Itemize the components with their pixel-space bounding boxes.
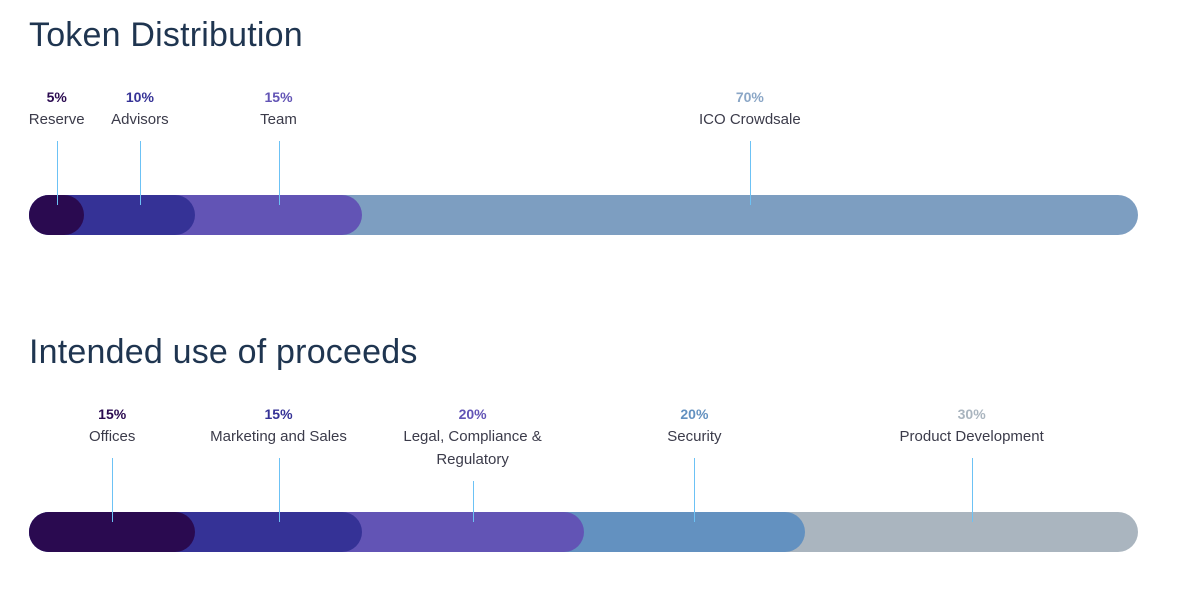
percent-label: 15% [98,406,127,422]
category-label: Reserve [28,111,85,128]
leader-line [112,458,113,522]
segment-label: 10% Advisors [55,89,225,131]
category-label: Marketing and Sales [210,428,347,445]
leader-line [694,458,695,522]
segment-label: 15% Marketing and Sales [194,406,364,448]
leader-line [57,141,58,205]
use-of-proceeds-title: Intended use of proceeds [29,333,418,371]
category-label: Security [667,428,722,445]
percent-label: 15% [264,89,293,105]
category-label: Team [260,111,297,128]
percent-label: 70% [735,89,764,105]
leader-line [140,141,141,205]
category-label: ICO Crowdsale [698,111,801,128]
segment-label: 20% Security [609,406,779,448]
category-label: Legal, Compliance & Regulatory [403,428,542,468]
segment-label: 20% Legal, Compliance & Regulatory [388,406,558,471]
segment-label: 15% Offices [27,406,197,448]
percent-label: 20% [458,406,487,422]
stacked-bar [29,512,1138,552]
leader-line [279,141,280,205]
bar-segment-1 [29,195,85,235]
percent-label: 10% [125,89,154,105]
category-label: Offices [88,428,136,445]
segment-label: 15% Team [194,89,364,131]
leader-line [750,141,751,205]
token-distribution-title: Token Distribution [29,16,303,54]
category-label: Product Development [899,428,1044,445]
leader-line [279,458,280,522]
segment-label: 5% Reserve [0,89,142,131]
leader-line [972,458,973,522]
percent-label: 15% [264,406,293,422]
percent-label: 20% [680,406,709,422]
percent-label: 5% [46,89,67,105]
percent-label: 30% [957,406,986,422]
leader-line [473,481,474,522]
segment-label: 70% ICO Crowdsale [665,89,835,131]
category-label: Advisors [111,111,169,128]
stacked-bar [29,195,1138,235]
segment-label: 30% Product Development [887,406,1057,448]
